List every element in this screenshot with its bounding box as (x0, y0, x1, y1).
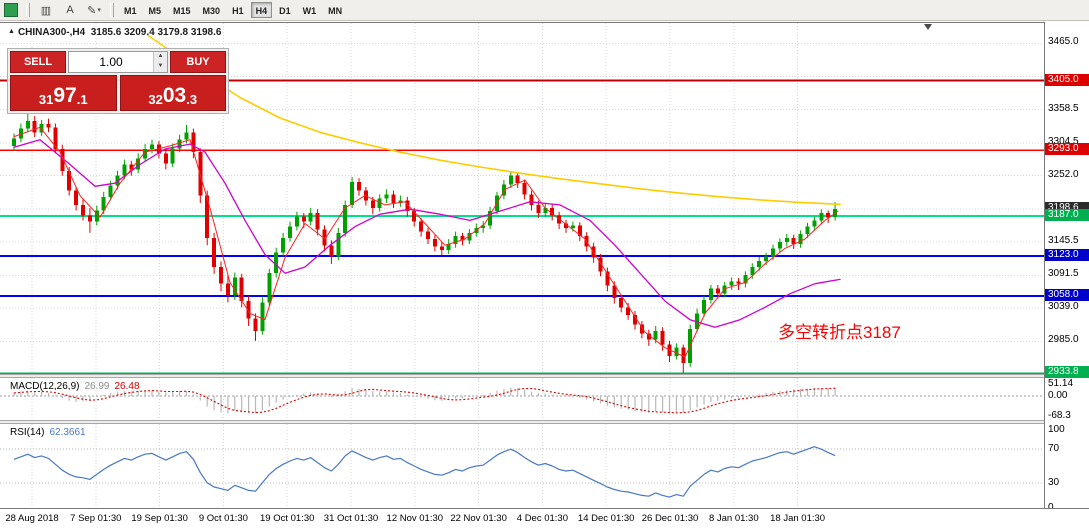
rsi-panel[interactable]: RSI(14) 62.3661 (0, 424, 1044, 508)
macd-value-main: 26.99 (84, 381, 110, 392)
one-click-trade-widget: SELL 1.00 ▲ ▼ BUY 31 97.1 32 03.3 (7, 48, 229, 114)
price-digits: 31 (38, 92, 54, 107)
price-axis-label: 51.14 (1048, 378, 1074, 389)
timeframe-button-m1[interactable]: M1 (124, 6, 137, 16)
date-label: 4 Dec 01:30 (516, 513, 569, 524)
price-axis-label: 3091.5 (1048, 268, 1079, 280)
volume-stepper[interactable]: 1.00 ▲ ▼ (68, 51, 168, 73)
volume-value[interactable]: 1.00 (99, 55, 123, 69)
toolbar-grip (26, 3, 30, 17)
draw-icon[interactable]: ✎ ▾ (87, 4, 101, 17)
volume-down-icon[interactable]: ▼ (154, 62, 167, 72)
toolbar-grip (110, 3, 114, 17)
chart-window-icon (4, 3, 18, 17)
price-digits: 97 (53, 84, 77, 107)
main-price-axis: 3465.0 3405.0 3358.5 3304.5 3293.0 3252.0 3198… (1045, 22, 1089, 379)
main-chart-panel[interactable]: ▲ CHINA300-,H4 3185.6 3209.4 3179.8 3198.… (0, 22, 1044, 375)
rsi-chart[interactable] (0, 424, 1044, 508)
rsi-axis: 100 70 30 0 (1045, 424, 1089, 513)
price-digits: 32 (148, 92, 163, 107)
macd-axis: 51.14 0.00 -68.3 (1045, 378, 1089, 422)
rsi-title: RSI(14) 62.3661 (10, 427, 86, 438)
timeframe-button-h4[interactable]: H4 (250, 2, 273, 18)
price-axis-label: 70 (1048, 443, 1060, 455)
price-digits: 03 (162, 84, 187, 107)
price-digits: .1 (76, 92, 88, 107)
price-digits: .3 (186, 92, 198, 107)
sell-price-display[interactable]: 31 97.1 (10, 75, 117, 111)
date-label: 9 Oct 01:30 (198, 513, 248, 524)
rsi-label: RSI(14) (10, 427, 45, 438)
date-label: 8 Jan 01:30 (708, 513, 759, 524)
sell-button[interactable]: SELL (10, 51, 66, 73)
chart-title: ▲ CHINA300-,H4 3185.6 3209.4 3179.8 3198.… (8, 27, 221, 38)
date-label: 26 Dec 01:30 (641, 513, 699, 524)
timeframe-button-mn[interactable]: MN (328, 6, 343, 16)
top-toolbar: ▥ A ✎ ▾ M1 M5 M15 M30 H1 H4 D1 W1 MN (0, 0, 1089, 21)
chart-shift-marker-icon[interactable] (924, 24, 932, 30)
buy-price-display[interactable]: 32 03.3 (119, 75, 226, 111)
date-label: 14 Dec 01:30 (577, 513, 635, 524)
price-axis-label: 3058.0 (1045, 289, 1089, 302)
date-label: 19 Sep 01:30 (131, 513, 188, 524)
macd-label: MACD(12,26,9) (10, 381, 80, 392)
chart-symbol-period: CHINA300-,H4 (17, 27, 86, 38)
price-axis-label: 100 (1048, 424, 1065, 435)
price-axis-label: 2933.8 (1045, 366, 1089, 379)
price-axis-label: 3293.0 (1045, 143, 1089, 156)
price-axis-label: 3358.5 (1048, 102, 1079, 114)
date-axis: 28 Aug 2018 7 Sep 01:30 19 Sep 01:30 9 Oct … (0, 508, 1089, 532)
timeframe-button-d1[interactable]: D1 (279, 6, 291, 16)
date-label: 7 Sep 01:30 (70, 513, 122, 524)
toolbar-icon-group: ▥ A ✎ ▾ (34, 1, 106, 20)
panel-splitter[interactable] (0, 374, 1089, 378)
date-label: 28 Aug 2018 (5, 513, 59, 524)
candlestick-chart-icon[interactable]: ▥ (40, 4, 52, 17)
price-axis-label: 3252.0 (1048, 168, 1079, 180)
dropdown-caret-icon[interactable]: ▾ (97, 7, 101, 14)
price-axis-label: 30 (1048, 476, 1060, 488)
price-axis-label: 3145.5 (1048, 234, 1079, 246)
rsi-value: 62.3661 (49, 427, 86, 438)
date-label: 31 Oct 01:30 (323, 513, 379, 524)
macd-chart[interactable] (0, 378, 1044, 420)
price-axis-label: 3405.0 (1045, 73, 1089, 86)
price-axis-column (1044, 22, 1089, 508)
price-axis-label: -68.3 (1048, 410, 1071, 422)
date-label: 18 Jan 01:30 (770, 513, 826, 524)
timeframe-button-m30[interactable]: M30 (202, 6, 221, 16)
price-axis-label: 2985.0 (1048, 334, 1079, 346)
price-axis-label: 3187.0 (1045, 209, 1089, 222)
chart-ohlc-values: 3185.6 3209.4 3179.8 3198.6 (90, 27, 222, 38)
chart-annotation-text: 多空转折点3187 (778, 323, 901, 342)
buy-button[interactable]: BUY (170, 51, 226, 73)
panel-splitter[interactable] (0, 420, 1089, 424)
volume-up-icon[interactable]: ▲ (154, 52, 167, 62)
timeframe-toolbar: M1 M5 M15 M30 H1 H4 D1 W1 MN (118, 2, 348, 18)
date-label: 19 Oct 01:30 (259, 513, 315, 524)
date-label: 12 Nov 01:30 (386, 513, 444, 524)
timeframe-button-h1[interactable]: H1 (232, 6, 244, 16)
macd-value-signal: 26.48 (114, 381, 140, 392)
price-axis-label: 3304.5 (1048, 136, 1079, 148)
timeframe-button-m5[interactable]: M5 (148, 6, 162, 16)
cursor-a-icon[interactable]: A (66, 4, 74, 16)
timeframe-button-w1[interactable]: W1 (302, 6, 317, 16)
macd-title: MACD(12,26,9) 26.99 26.48 (10, 381, 140, 392)
price-axis-label: 3039.0 (1048, 300, 1079, 312)
price-axis-label: 3123.0 (1045, 248, 1089, 261)
price-axis-label: 3465.0 (1048, 36, 1079, 48)
price-axis-label: 0 (1045, 502, 1089, 514)
symbol-arrow-icon: ▲ (8, 28, 15, 35)
timeframe-button-m15[interactable]: M15 (173, 6, 191, 16)
price-axis-label: 0.00 (1048, 390, 1068, 401)
date-label: 22 Nov 01:30 (450, 513, 507, 524)
macd-panel[interactable]: MACD(12,26,9) 26.99 26.48 (0, 378, 1044, 420)
